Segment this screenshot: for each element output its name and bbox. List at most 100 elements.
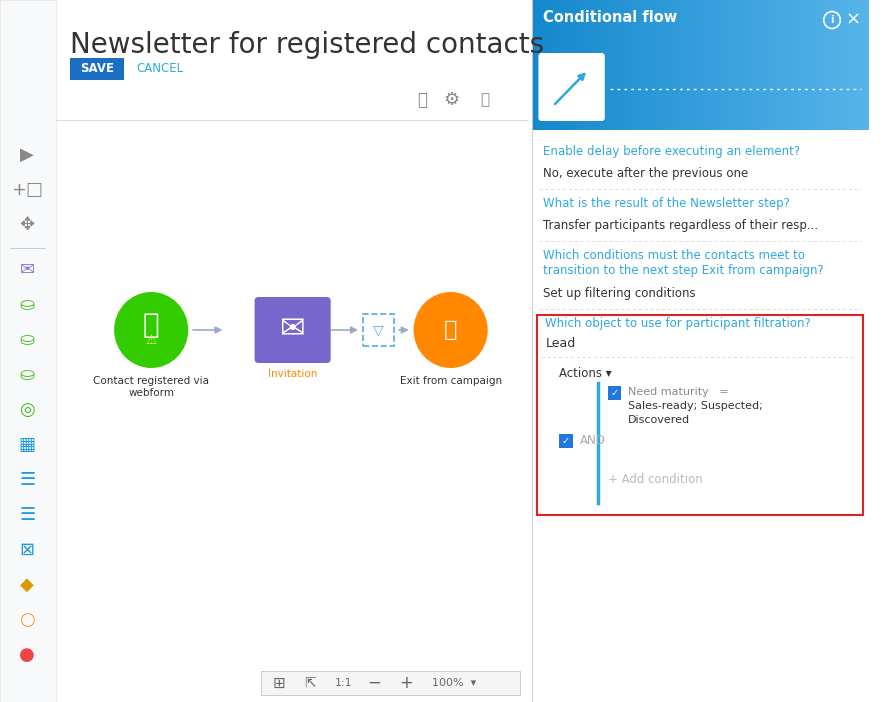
Bar xyxy=(615,0,617,130)
Circle shape xyxy=(413,292,487,368)
Bar xyxy=(537,315,863,515)
Bar xyxy=(829,0,831,130)
Bar xyxy=(532,0,535,130)
Text: 🚶: 🚶 xyxy=(444,320,457,340)
Bar xyxy=(867,0,870,130)
Bar xyxy=(646,0,649,130)
Text: 1:1: 1:1 xyxy=(334,678,352,688)
Bar xyxy=(862,0,865,130)
Text: i: i xyxy=(830,15,834,25)
Bar xyxy=(653,0,656,130)
Bar xyxy=(721,0,723,130)
Bar xyxy=(795,0,797,130)
Bar xyxy=(671,0,674,130)
Bar xyxy=(833,0,836,130)
Bar xyxy=(830,0,834,130)
Bar xyxy=(566,0,568,130)
Bar xyxy=(739,0,741,130)
Bar xyxy=(543,0,545,130)
FancyBboxPatch shape xyxy=(255,297,331,363)
Bar xyxy=(836,0,838,130)
Bar xyxy=(790,0,793,130)
Text: ⛀: ⛀ xyxy=(20,366,35,384)
Bar xyxy=(727,0,730,130)
Bar xyxy=(716,0,719,130)
Bar xyxy=(608,0,611,130)
Bar xyxy=(712,0,715,130)
Text: ☰: ☰ xyxy=(20,471,36,489)
Bar xyxy=(675,0,678,130)
Bar xyxy=(576,0,579,130)
Bar xyxy=(363,314,394,346)
Text: ⊠: ⊠ xyxy=(20,541,35,559)
Bar xyxy=(559,0,561,130)
Bar xyxy=(725,0,728,130)
Bar xyxy=(855,0,858,130)
Bar xyxy=(633,0,635,130)
Bar xyxy=(588,0,591,130)
Bar xyxy=(693,0,697,130)
Text: ●: ● xyxy=(20,646,35,664)
Bar xyxy=(740,0,744,130)
Bar xyxy=(699,0,701,130)
Bar xyxy=(644,0,647,130)
Bar xyxy=(826,0,830,130)
Text: AND: AND xyxy=(580,435,606,447)
Bar xyxy=(786,0,789,130)
Bar xyxy=(696,0,699,130)
Bar xyxy=(687,0,690,130)
Bar xyxy=(674,0,676,130)
Text: ○: ○ xyxy=(20,611,35,629)
Bar xyxy=(261,671,520,695)
Text: Sales-ready; Suspected;: Sales-ready; Suspected; xyxy=(628,401,763,411)
Bar xyxy=(756,0,759,130)
Bar xyxy=(556,0,559,130)
Bar xyxy=(730,0,732,130)
Bar xyxy=(581,0,584,130)
Text: What is the result of the Newsletter step?: What is the result of the Newsletter ste… xyxy=(544,197,790,210)
Bar xyxy=(547,0,550,130)
Bar xyxy=(613,0,616,130)
Bar xyxy=(593,0,595,130)
Bar xyxy=(570,0,573,130)
Text: 🎓: 🎓 xyxy=(480,93,489,107)
Bar xyxy=(584,0,586,130)
Bar xyxy=(536,0,539,130)
Text: +: + xyxy=(399,674,413,692)
Bar xyxy=(700,0,703,130)
Bar xyxy=(793,0,796,130)
Text: Lead: Lead xyxy=(545,337,576,350)
Bar xyxy=(550,0,552,130)
Text: ⚠: ⚠ xyxy=(145,333,157,347)
Bar xyxy=(797,0,800,130)
Text: Newsletter for registered contacts: Newsletter for registered contacts xyxy=(70,31,544,59)
Bar xyxy=(772,0,775,130)
Bar xyxy=(765,0,768,130)
Bar xyxy=(806,0,809,130)
Bar xyxy=(649,0,651,130)
Bar xyxy=(0,0,55,702)
Bar xyxy=(684,0,687,130)
Bar xyxy=(538,0,541,130)
Bar xyxy=(707,0,710,130)
Bar xyxy=(820,0,822,130)
Bar xyxy=(845,0,847,130)
Bar xyxy=(568,0,570,130)
Bar xyxy=(732,0,734,130)
Bar xyxy=(70,58,124,80)
Text: + Add condition: + Add condition xyxy=(608,473,702,486)
Text: ×: × xyxy=(846,11,861,29)
Text: 100%  ▾: 100% ▾ xyxy=(432,678,477,688)
Bar xyxy=(637,0,640,130)
Bar xyxy=(572,0,575,130)
Text: ✓: ✓ xyxy=(610,388,618,398)
Bar xyxy=(669,0,672,130)
Text: Exit from campaign: Exit from campaign xyxy=(399,376,502,386)
Text: Conditional flow: Conditional flow xyxy=(544,11,677,25)
Text: Which conditions must the contacts meet to
transition to the next step Exit from: Which conditions must the contacts meet … xyxy=(544,249,824,277)
Bar xyxy=(709,0,712,130)
Text: Contact registered via
webform: Contact registered via webform xyxy=(94,376,209,397)
Bar xyxy=(658,0,660,130)
Bar xyxy=(815,0,818,130)
Bar xyxy=(640,0,642,130)
